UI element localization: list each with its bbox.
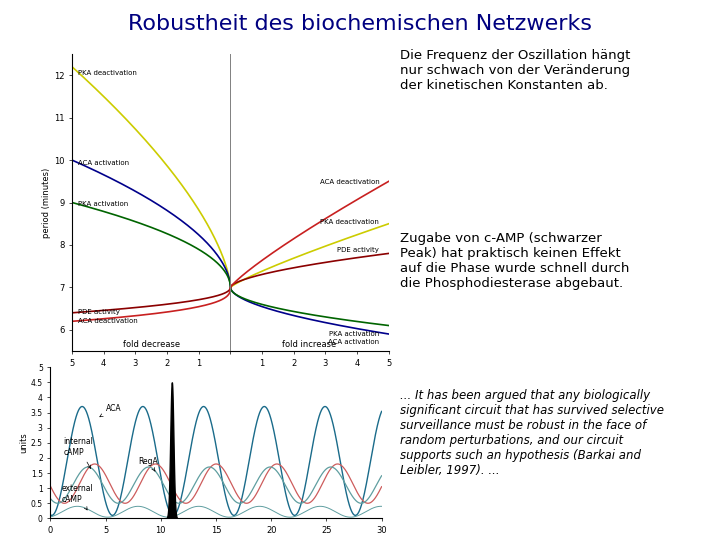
Text: ACA deactivation: ACA deactivation [78, 318, 138, 324]
Text: ACA activation: ACA activation [328, 339, 379, 345]
Text: PKA activation: PKA activation [329, 330, 379, 337]
Text: PDE activity: PDE activity [338, 247, 379, 253]
Text: external
cAMP: external cAMP [61, 484, 93, 510]
Text: ... It has been argued that any biologically
significant circuit that has surviv: ... It has been argued that any biologic… [400, 389, 664, 477]
Text: ACA: ACA [100, 404, 121, 417]
Text: PDE activity: PDE activity [78, 309, 120, 315]
Text: Zugabe von c-AMP (schwarzer
Peak) hat praktisch keinen Effekt
auf die Phase wurd: Zugabe von c-AMP (schwarzer Peak) hat pr… [400, 232, 629, 290]
Text: RegA: RegA [139, 457, 158, 471]
Text: fold increase: fold increase [282, 340, 337, 349]
Text: Robustheit des biochemischen Netzwerks: Robustheit des biochemischen Netzwerks [128, 14, 592, 33]
Y-axis label: units: units [19, 433, 28, 453]
Text: fold decrease: fold decrease [122, 340, 180, 349]
Text: PKA activation: PKA activation [78, 201, 129, 207]
Text: PKA deactivation: PKA deactivation [320, 219, 379, 225]
Text: internal
cAMP: internal cAMP [63, 437, 94, 468]
Y-axis label: period (minutes): period (minutes) [42, 167, 51, 238]
Text: ACA activation: ACA activation [78, 160, 130, 166]
Text: ACA deactivation: ACA deactivation [320, 179, 379, 185]
Text: Die Frequenz der Oszillation hängt
nur schwach von der Veränderung
der kinetisch: Die Frequenz der Oszillation hängt nur s… [400, 49, 630, 92]
Text: PKA deactivation: PKA deactivation [78, 70, 138, 76]
